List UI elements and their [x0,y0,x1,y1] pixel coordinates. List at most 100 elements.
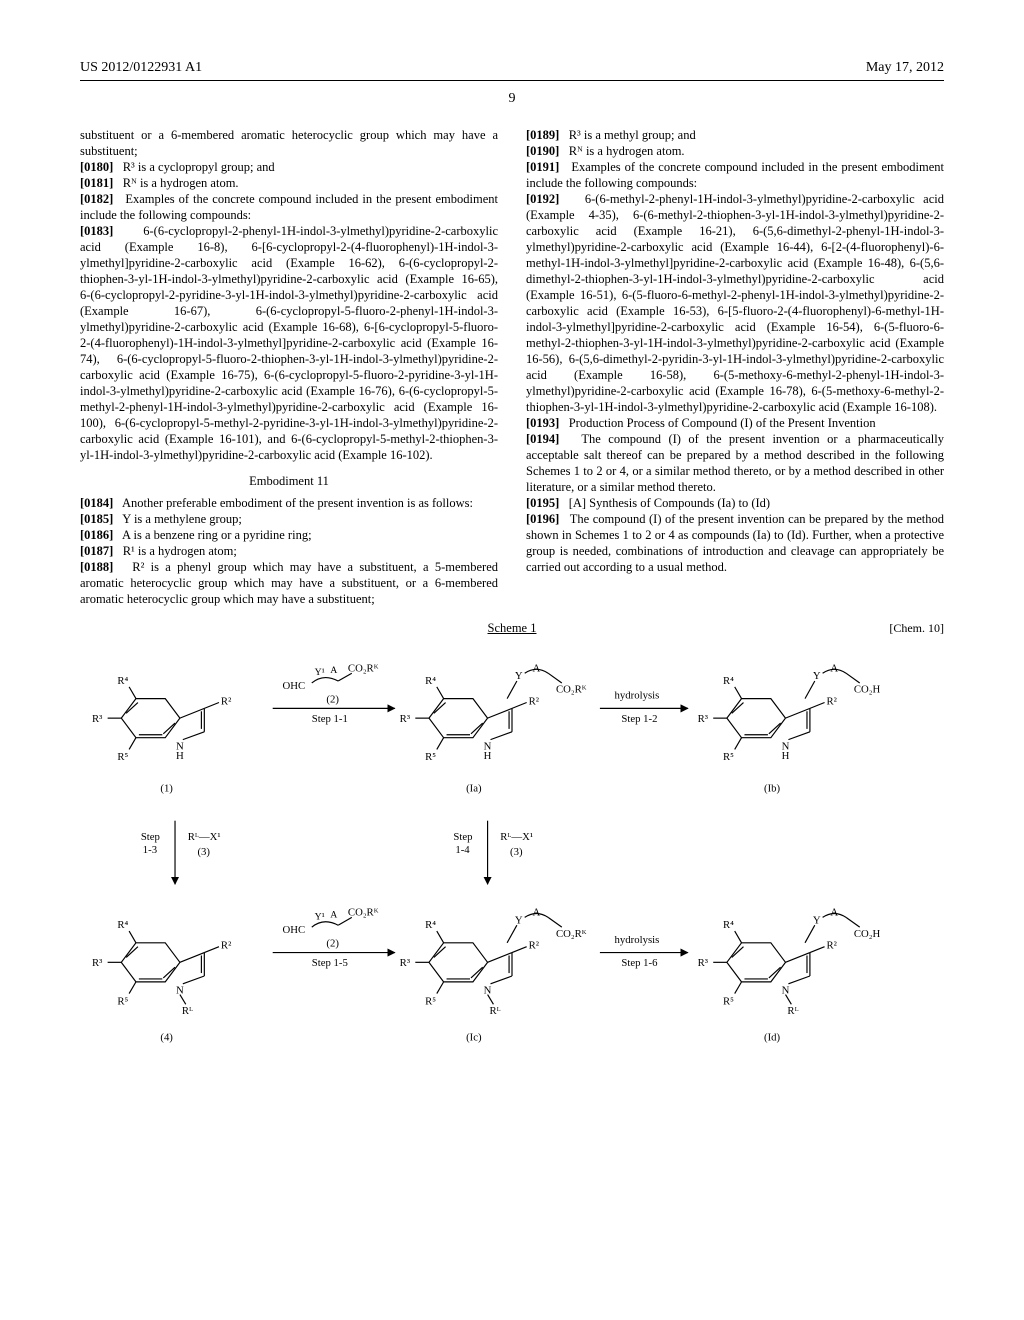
para-num: [0181] [80,176,113,190]
svg-text:(4): (4) [160,1031,173,1043]
svg-text:R⁴: R⁴ [425,919,436,931]
para-0196: [0196] The compound (I) of the present i… [526,511,944,575]
svg-text:(2): (2) [326,694,339,706]
svg-text:R⁴: R⁴ [723,919,734,931]
svg-text:R³: R³ [698,957,709,969]
svg-text:(2): (2) [326,938,339,950]
svg-text:OHC: OHC [282,924,305,936]
scheme-diagram: N H N [80,640,944,1060]
para-0192: [0192] 6-(6-methyl-2-phenyl-1H-indol-3-y… [526,191,944,415]
svg-text:R²: R² [529,940,539,952]
para-text: 6-(6-methyl-2-phenyl-1H-indol-3-ylmethyl… [526,192,944,414]
svg-text:(Id): (Id) [764,1031,781,1043]
para-text: R³ is a methyl group; and [569,128,696,142]
para-0194: [0194] The compound (I) of the present i… [526,431,944,495]
svg-text:1-4: 1-4 [455,844,470,856]
svg-text:CO₂Rᴷ: CO₂Rᴷ [348,906,379,918]
para-num: [0191] [526,160,559,174]
svg-text:Rᴸ—X¹: Rᴸ—X¹ [188,831,221,843]
svg-text:R³: R³ [92,713,103,725]
svg-text:R⁴: R⁴ [425,675,436,687]
para-0191: [0191] Examples of the concrete compound… [526,159,944,191]
svg-text:R⁵: R⁵ [117,995,128,1007]
para-num: [0194] [526,432,559,446]
para-0184: [0184] Another preferable embodiment of … [80,495,498,511]
para-num: [0188] [80,560,113,574]
svg-text:OHC: OHC [282,680,305,692]
embodiment-heading: Embodiment 11 [80,473,498,489]
svg-text:A: A [330,909,337,920]
para-num: [0192] [526,192,559,206]
svg-text:Step 1-1: Step 1-1 [312,713,348,725]
para-0181: [0181] Rᴺ is a hydrogen atom. [80,175,498,191]
svg-text:CO₂Rᴷ: CO₂Rᴷ [348,662,379,674]
para-text: 6-(6-cyclopropyl-2-phenyl-1H-indol-3-ylm… [80,224,498,462]
para-text: R² is a phenyl group which may have a su… [80,560,498,606]
svg-text:R⁵: R⁵ [117,751,128,763]
para-0188: [0188] R² is a phenyl group which may ha… [80,559,498,607]
svg-text:hydrolysis: hydrolysis [615,934,660,946]
para-0187: [0187] R¹ is a hydrogen atom; [80,543,498,559]
svg-text:Y¹: Y¹ [315,667,325,678]
svg-text:R⁴: R⁴ [117,919,128,931]
scheme-1: Scheme 1 [Chem. 10] [80,621,944,1060]
para-num: [0189] [526,128,559,142]
svg-text:(Ib): (Ib) [764,782,781,794]
para-num: [0190] [526,144,559,158]
para-num: [0183] [80,224,113,238]
para-text: Another preferable embodiment of the pre… [122,496,473,510]
para-num: [0185] [80,512,113,526]
svg-text:Rᴸ—X¹: Rᴸ—X¹ [500,831,533,843]
para-0185: [0185] Y is a methylene group; [80,511,498,527]
svg-text:R³: R³ [400,957,411,969]
para-0180: [0180] R³ is a cyclopropyl group; and [80,159,498,175]
para-text: The compound (I) of the present inventio… [526,512,944,574]
para-num: [0182] [80,192,113,206]
svg-text:R³: R³ [400,713,411,725]
svg-text:(3): (3) [510,846,523,858]
para-0189: [0189] R³ is a methyl group; and [526,127,944,143]
svg-text:Step: Step [141,831,160,843]
para-num: [0180] [80,160,113,174]
para-text: R³ is a cyclopropyl group; and [123,160,275,174]
para-text: Examples of the concrete compound includ… [526,160,944,190]
para-text: R¹ is a hydrogen atom; [123,544,237,558]
chem-tag: [Chem. 10] [889,621,944,636]
svg-text:(1): (1) [160,782,173,794]
svg-text:R⁴: R⁴ [117,675,128,687]
para-text: A is a benzene ring or a pyridine ring; [122,528,312,542]
para-0195: [0195] [A] Synthesis of Compounds (Ia) t… [526,495,944,511]
para-num: [0186] [80,528,113,542]
svg-text:R⁵: R⁵ [425,995,436,1007]
header-rule [80,80,944,81]
para-0182: [0182] Examples of the concrete compound… [80,191,498,223]
svg-text:R⁵: R⁵ [723,995,734,1007]
para-text: [A] Synthesis of Compounds (Ia) to (Id) [569,496,770,510]
doc-date: May 17, 2012 [866,60,944,76]
para-0186: [0186] A is a benzene ring or a pyridine… [80,527,498,543]
svg-text:R³: R³ [698,713,709,725]
svg-text:R⁵: R⁵ [723,751,734,763]
scheme-title: Scheme 1 [80,621,944,636]
para-0183: [0183] 6-(6-cyclopropyl-2-phenyl-1H-indo… [80,223,498,463]
para-text: Rᴺ is a hydrogen atom. [123,176,239,190]
svg-text:1-3: 1-3 [143,844,157,856]
svg-text:Step 1-2: Step 1-2 [621,713,657,725]
svg-text:R³: R³ [92,957,103,969]
svg-text:R²: R² [221,695,231,707]
svg-text:R²: R² [221,940,231,952]
para-text: Production Process of Compound (I) of th… [569,416,876,430]
svg-text:Step 1-6: Step 1-6 [621,957,658,969]
svg-text:Step: Step [453,831,472,843]
svg-text:A: A [330,665,337,676]
svg-text:R²: R² [529,695,539,707]
svg-text:Step 1-5: Step 1-5 [312,957,348,969]
para-0190: [0190] Rᴺ is a hydrogen atom. [526,143,944,159]
para-num: [0187] [80,544,113,558]
para-num: [0193] [526,416,559,430]
svg-text:hydrolysis: hydrolysis [615,690,660,702]
continuation-text: substituent or a 6-membered aromatic het… [80,127,498,159]
svg-text:Y¹: Y¹ [315,911,325,922]
svg-text:(3): (3) [197,846,210,858]
para-text: The compound (I) of the present inventio… [526,432,944,494]
